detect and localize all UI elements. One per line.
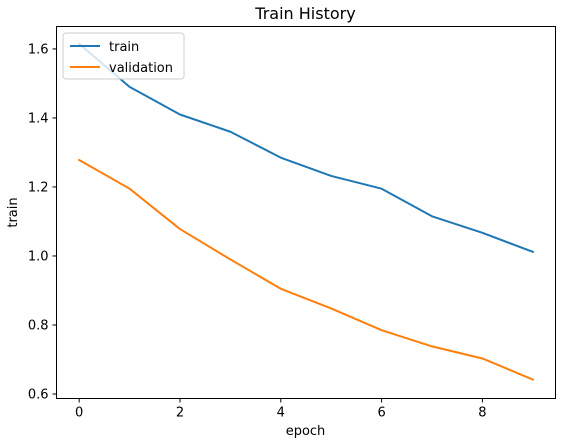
- legend: train validation: [62, 32, 185, 80]
- plot-frame: [56, 26, 556, 399]
- x-tick-label: 8: [478, 406, 486, 421]
- series-line-train: [77, 42, 535, 254]
- x-axis-ticks: 0 2 4 6 8: [75, 398, 487, 421]
- x-tick-label: 6: [377, 406, 385, 421]
- y-axis-label: train: [6, 197, 21, 227]
- legend-label-validation: validation: [109, 61, 173, 76]
- y-tick-label: 0.8: [28, 318, 49, 333]
- x-axis-label: epoch: [286, 424, 326, 439]
- x-tick-label: 2: [176, 406, 184, 421]
- series-line-validation: [77, 158, 535, 381]
- y-tick-label: 1.2: [28, 180, 49, 195]
- y-tick-label: 1.4: [28, 111, 49, 126]
- y-tick-label: 1.6: [28, 42, 49, 57]
- y-axis-ticks: 0.6 0.8 1.0 1.2 1.4 1.6: [28, 42, 57, 403]
- y-tick-label: 1.0: [28, 249, 49, 264]
- y-tick-label: 0.6: [28, 388, 49, 403]
- legend-label-train: train: [109, 40, 139, 55]
- x-tick-label: 0: [75, 406, 83, 421]
- chart-title: Train History: [254, 4, 355, 23]
- x-tick-label: 4: [277, 406, 285, 421]
- series-layer: [77, 42, 535, 381]
